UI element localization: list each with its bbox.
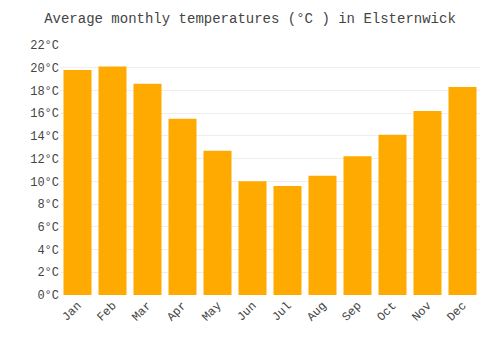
svg-text:6°C: 6°C (37, 221, 59, 235)
svg-text:20°C: 20°C (30, 62, 59, 76)
svg-text:12°C: 12°C (30, 153, 59, 167)
svg-text:Jan: Jan (59, 299, 84, 324)
svg-text:18°C: 18°C (30, 85, 59, 99)
svg-text:Oct: Oct (374, 299, 399, 324)
svg-text:Nov: Nov (409, 299, 434, 324)
svg-text:Apr: Apr (164, 299, 189, 324)
svg-text:14°C: 14°C (30, 130, 59, 144)
svg-text:22°C: 22°C (30, 39, 59, 53)
svg-text:Dec: Dec (444, 299, 469, 324)
svg-text:Mar: Mar (129, 299, 154, 324)
svg-text:10°C: 10°C (30, 176, 59, 190)
svg-text:4°C: 4°C (37, 244, 59, 258)
svg-text:Average monthly temperatures (: Average monthly temperatures (°C ) in El… (44, 11, 456, 27)
svg-text:2°C: 2°C (37, 266, 59, 280)
svg-text:Feb: Feb (94, 299, 119, 324)
svg-text:Aug: Aug (304, 299, 329, 324)
svg-text:Jun: Jun (234, 299, 259, 324)
svg-text:Sep: Sep (339, 299, 364, 324)
svg-text:8°C: 8°C (37, 198, 59, 212)
svg-text:16°C: 16°C (30, 107, 59, 121)
svg-text:Jul: Jul (269, 299, 294, 324)
svg-text:0°C: 0°C (37, 289, 59, 303)
svg-text:May: May (199, 299, 224, 324)
